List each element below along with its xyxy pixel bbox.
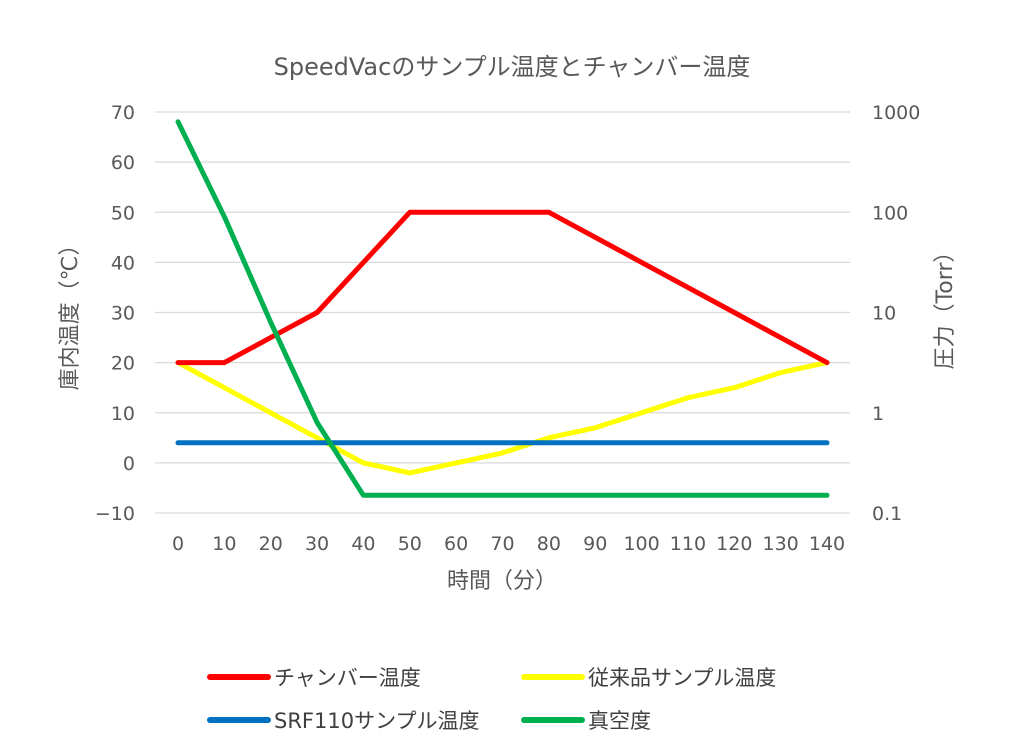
legend-label: SRF110サンプル温度 xyxy=(274,709,479,733)
y2-tick-label: 1000 xyxy=(872,102,920,124)
x-axis-title: 時間（分） xyxy=(447,569,557,594)
y2-tick-label: 0.1 xyxy=(872,503,902,525)
legend-item: 真空度 xyxy=(521,709,651,733)
left-axis-ticks: −10 0 10 20 30 40 50 60 70 xyxy=(95,102,135,525)
x-tick-label: 0 xyxy=(172,533,184,555)
y2-tick-label: 100 xyxy=(872,202,908,224)
legend-label: 真空度 xyxy=(588,709,651,733)
legend-item: チャンバー温度 xyxy=(207,666,421,690)
y-tick-label: 20 xyxy=(111,353,135,375)
series-line-1 xyxy=(175,360,830,476)
legend: チャンバー温度 従来品サンプル温度 SRF110サンプル温度 真空度 xyxy=(207,666,776,733)
y-tick-label: 70 xyxy=(111,102,135,124)
x-tick-label: 40 xyxy=(351,533,375,555)
x-tick-label: 70 xyxy=(490,533,514,555)
x-tick-label: 60 xyxy=(444,533,468,555)
legend-item: 従来品サンプル温度 xyxy=(521,666,776,690)
y-tick-label: 0 xyxy=(123,453,135,475)
legend-label: チャンバー温度 xyxy=(274,666,421,690)
x-tick-label: 100 xyxy=(623,533,659,555)
y-tick-label: −10 xyxy=(95,503,135,525)
right-axis-ticks: 0.1 1 10 100 1000 xyxy=(872,102,920,525)
chart-title: SpeedVacのサンプル温度とチャンバー温度 xyxy=(274,53,751,81)
x-tick-label: 90 xyxy=(583,533,607,555)
x-tick-label: 130 xyxy=(763,533,799,555)
x-tick-label: 30 xyxy=(305,533,329,555)
y-axis-title: 庫内温度（℃） xyxy=(58,234,83,391)
legend-label: 従来品サンプル温度 xyxy=(588,666,776,690)
series-line-3 xyxy=(175,119,830,498)
y-tick-label: 40 xyxy=(111,252,135,274)
x-tick-label: 80 xyxy=(537,533,561,555)
y-tick-label: 60 xyxy=(111,152,135,174)
x-tick-label: 140 xyxy=(809,533,845,555)
series-line-0 xyxy=(175,209,830,366)
x-tick-label: 50 xyxy=(398,533,422,555)
y2-axis-title: 圧力（Torr） xyxy=(933,241,958,370)
legend-item: SRF110サンプル温度 xyxy=(207,709,479,733)
y-tick-label: 50 xyxy=(111,202,135,224)
x-tick-label: 110 xyxy=(670,533,706,555)
y-tick-label: 30 xyxy=(111,303,135,325)
x-tick-label: 10 xyxy=(212,533,236,555)
y-tick-label: 10 xyxy=(111,403,135,425)
y2-tick-label: 1 xyxy=(872,403,884,425)
x-axis-ticks: 0 10 20 30 40 50 60 70 80 90 100 110 120 130 140 xyxy=(172,533,845,555)
plot-series xyxy=(175,119,830,498)
x-tick-label: 120 xyxy=(716,533,752,555)
y2-tick-label: 10 xyxy=(872,303,896,325)
x-tick-label: 20 xyxy=(259,533,283,555)
